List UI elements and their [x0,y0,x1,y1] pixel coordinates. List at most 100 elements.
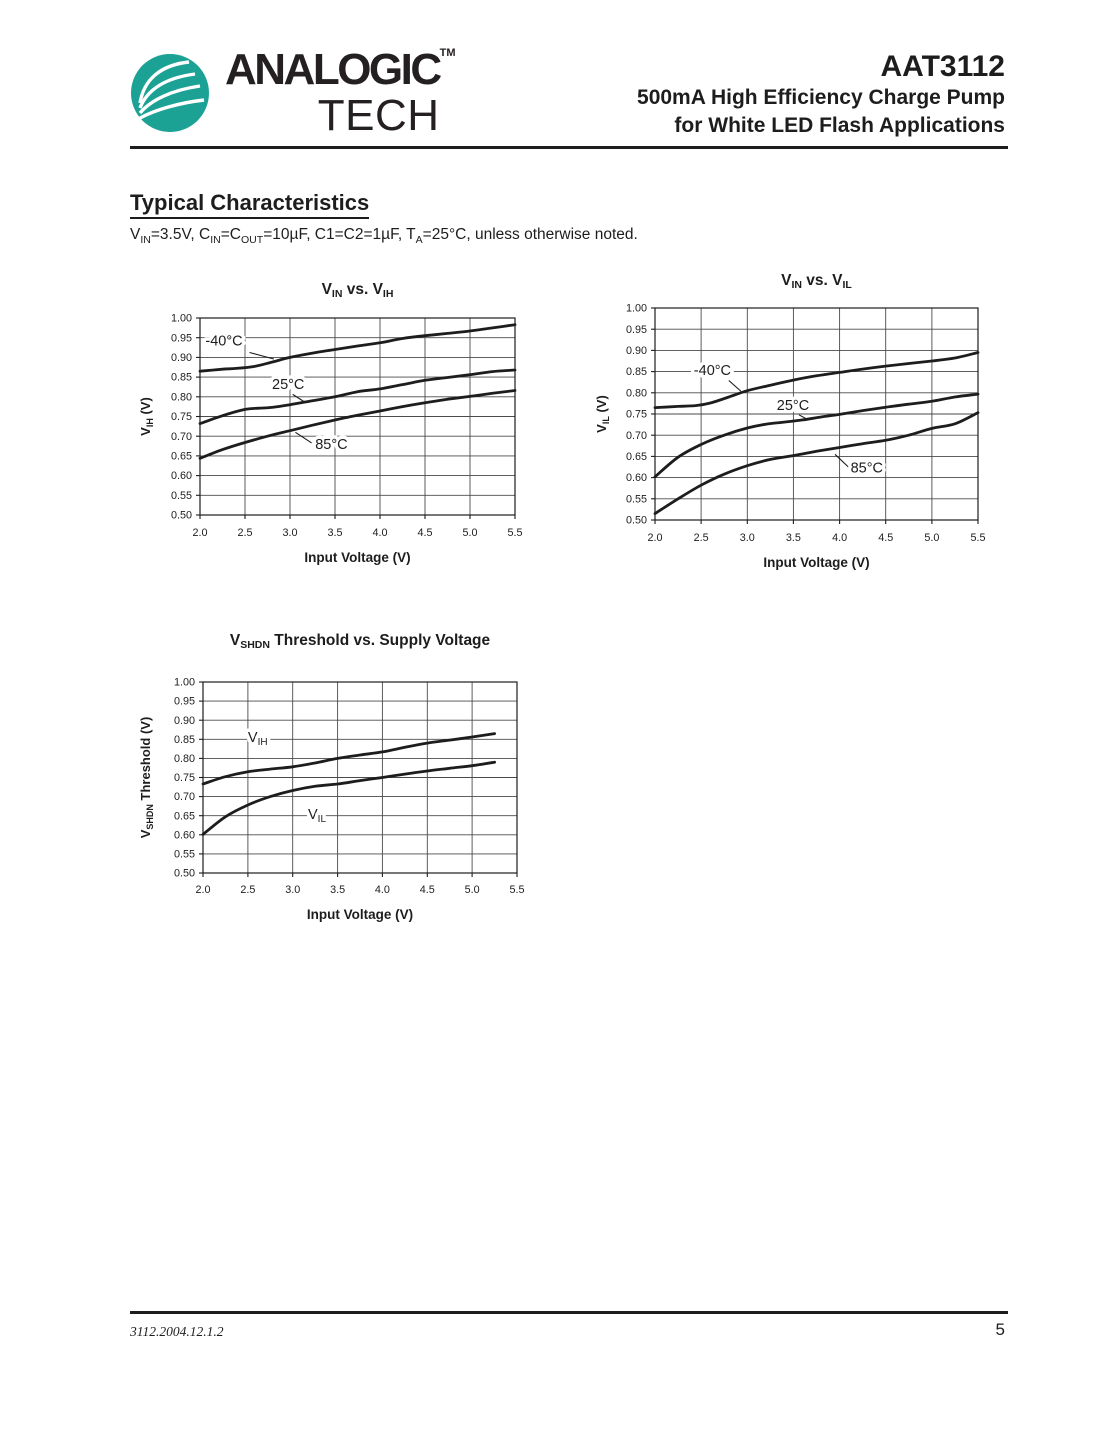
svg-text:0.70: 0.70 [171,431,192,443]
svg-text:3.5: 3.5 [327,527,342,539]
svg-text:3.5: 3.5 [330,884,345,896]
chart-canvas: 2.0 2.5 3.0 3.5 4.0 4.5 5.0 5.5 1.00 0.95 0.90 0.85… [138,281,523,565]
plot-border [202,681,518,874]
annotation-leader [249,351,274,360]
x-axis-title: Input Voltage (V) [304,550,410,565]
svg-text:0.90: 0.90 [174,715,195,727]
annotation-leader [295,431,312,444]
svg-text:5.5: 5.5 [509,884,524,896]
svg-text:0.90: 0.90 [626,345,647,357]
svg-text:0.90: 0.90 [171,352,192,364]
conditions-text: VIN=3.5V, CIN=COUT=10µF, C1=C2=1µF, TA=2… [130,226,638,247]
chart-canvas: 2.0 2.5 3.0 3.5 4.0 4.5 5.0 5.5 1.00 0.95 0.90 0.85… [138,632,525,922]
subtitle-line-2: for White LED Flash Applications [674,114,1005,137]
svg-text:5.0: 5.0 [465,884,480,896]
svg-text:0.85: 0.85 [626,366,647,378]
svg-text:3.0: 3.0 [740,532,755,544]
tick-labels: 2.0 2.5 3.0 3.5 4.0 4.5 5.0 5.5 1.00 0.95 0.90 0.85… [626,303,986,544]
brand-logo: ANALOGICTM TECH [128,48,456,138]
annotation-label: VIL [308,807,326,825]
series-curve [201,760,496,836]
annotation-label: 85°C [851,461,883,477]
header-title-block: AAT3112 500mA High Efficiency Charge Pum… [637,50,1005,140]
chart-vin-vs-vil: 2.0 2.5 3.0 3.5 4.0 4.5 5.0 5.5 1.00 0.95 0.90 0.85… [594,264,1041,585]
series-curve [653,351,980,409]
svg-text:0.95: 0.95 [626,324,647,336]
svg-text:2.5: 2.5 [237,527,252,539]
svg-text:0.80: 0.80 [174,753,195,765]
svg-text:0.60: 0.60 [174,829,195,841]
annotation-label: 85°C [315,437,347,453]
svg-text:0.65: 0.65 [626,451,647,463]
svg-text:0.75: 0.75 [626,409,647,421]
svg-text:1.00: 1.00 [171,313,192,325]
svg-text:0.55: 0.55 [171,490,192,502]
y-axis-title: VIH (V) [140,397,155,436]
plot-border [199,317,516,516]
footer-rule [130,1311,1008,1314]
brand-tech: TECH [317,91,440,140]
brand-name: ANALOGIC [225,45,442,94]
part-number: AAT3112 [880,50,1005,83]
svg-text:4.0: 4.0 [375,884,390,896]
svg-text:5.5: 5.5 [507,527,522,539]
svg-text:0.85: 0.85 [171,372,192,384]
x-axis-title: Input Voltage (V) [763,555,869,570]
grid [651,307,979,524]
svg-text:1.00: 1.00 [174,677,195,689]
annotation-label: -40°C [694,363,731,379]
x-axis-title: Input Voltage (V) [307,907,413,922]
chart-title: VIN vs. VIH [322,281,394,300]
section-title: Typical Characteristics [130,190,370,219]
svg-text:0.70: 0.70 [626,430,647,442]
series-curve [653,411,980,515]
svg-text:0.95: 0.95 [171,332,192,344]
svg-text:5.0: 5.0 [462,527,477,539]
annotation-label: 25°C [777,398,809,414]
annotation-leader [798,414,809,421]
svg-text:0.60: 0.60 [171,470,192,482]
svg-text:0.85: 0.85 [174,734,195,746]
page-number: 5 [995,1320,1005,1339]
brand-text: ANALOGICTM TECH [225,48,456,138]
svg-text:0.55: 0.55 [626,493,647,505]
svg-text:0.75: 0.75 [174,772,195,784]
svg-text:4.5: 4.5 [420,884,435,896]
svg-text:3.5: 3.5 [786,532,801,544]
chart-title: VIN vs. VIL [781,272,852,291]
brand-trademark: TM [439,47,456,59]
tick-labels: 2.0 2.5 3.0 3.5 4.0 4.5 5.0 5.5 1.00 0.95 0.90 0.85… [171,313,523,539]
svg-text:4.5: 4.5 [417,527,432,539]
svg-text:2.0: 2.0 [647,532,662,544]
annotation-leader [292,393,305,403]
svg-text:2.5: 2.5 [694,532,709,544]
y-axis-title: VIL (V) [595,395,611,433]
svg-text:3.0: 3.0 [282,527,297,539]
chart-vin-vs-vih: 2.0 2.5 3.0 3.5 4.0 4.5 5.0 5.5 1.00 0.95 0.90 0.85… [138,272,580,581]
svg-text:2.5: 2.5 [240,884,255,896]
svg-text:0.50: 0.50 [174,868,195,880]
series-curve [198,389,517,460]
doc-code: 3112.2004.12.1.2 [130,1324,224,1339]
svg-text:0.65: 0.65 [174,810,195,822]
svg-text:4.0: 4.0 [832,532,847,544]
svg-text:0.65: 0.65 [171,451,192,463]
svg-text:5.0: 5.0 [924,532,939,544]
tick-labels: 2.0 2.5 3.0 3.5 4.0 4.5 5.0 5.5 1.00 0.95 0.90 0.85… [174,677,525,896]
chart-canvas: 2.0 2.5 3.0 3.5 4.0 4.5 5.0 5.5 1.00 0.95 0.90 0.85… [594,272,986,570]
annotation-leader [834,453,850,468]
header-rule [130,146,1008,149]
series-curve [201,732,496,786]
annotation-label: -40°C [205,334,242,350]
brand-logo-mark [131,54,209,132]
chart-vshdn-threshold: 2.0 2.5 3.0 3.5 4.0 4.5 5.0 5.5 1.00 0.95 0.90 0.85… [138,626,590,935]
y-axis-title: VSHDN Threshold (V) [140,717,155,839]
chart-title: VSHDN Threshold vs. Supply Voltage [230,632,491,651]
annotation-label: VIH [248,730,268,748]
svg-text:0.70: 0.70 [174,791,195,803]
svg-text:3.0: 3.0 [285,884,300,896]
series-curve [198,368,517,425]
grid [196,317,516,519]
svg-text:0.50: 0.50 [626,515,647,527]
